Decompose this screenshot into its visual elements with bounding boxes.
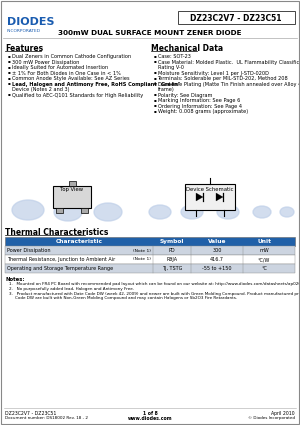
Text: 1.   Mounted on FR4 PC Board with recommended pad layout which can be found on o: 1. Mounted on FR4 PC Board with recommen… bbox=[9, 283, 300, 286]
Text: Terminals: Solderable per MIL-STD-202, Method 208: Terminals: Solderable per MIL-STD-202, M… bbox=[158, 76, 288, 81]
Text: Operating and Storage Temperature Range: Operating and Storage Temperature Range bbox=[7, 266, 113, 271]
Text: Lead Free Plating (Matte Tin Finish annealed over Alloy 42 lead: Lead Free Plating (Matte Tin Finish anne… bbox=[158, 82, 300, 87]
Ellipse shape bbox=[217, 205, 239, 219]
Text: ▪: ▪ bbox=[154, 109, 157, 113]
Text: (Note 1): (Note 1) bbox=[133, 249, 151, 252]
Text: 1 of 8: 1 of 8 bbox=[142, 411, 158, 416]
Text: ▪: ▪ bbox=[8, 54, 11, 58]
Ellipse shape bbox=[94, 203, 122, 221]
Text: -55 to +150: -55 to +150 bbox=[202, 266, 232, 271]
Text: Unit: Unit bbox=[257, 239, 271, 244]
Text: ± 1% For Both Diodes in One Case in < 1%: ± 1% For Both Diodes in One Case in < 1% bbox=[11, 71, 120, 76]
Polygon shape bbox=[216, 193, 223, 201]
Text: © Diodes Incorporated: © Diodes Incorporated bbox=[248, 416, 295, 420]
Text: ▪: ▪ bbox=[8, 60, 11, 63]
Text: ▪: ▪ bbox=[154, 104, 157, 108]
Bar bbox=[53, 186, 91, 208]
Ellipse shape bbox=[280, 207, 294, 217]
Text: 2.   No purposefully added lead, Halogen and Antimony Free.: 2. No purposefully added lead, Halogen a… bbox=[9, 287, 134, 291]
Text: ▪: ▪ bbox=[154, 71, 157, 74]
Ellipse shape bbox=[181, 205, 203, 219]
Text: °C: °C bbox=[261, 266, 267, 271]
Text: DZ23C2V7 - DZ23C51: DZ23C2V7 - DZ23C51 bbox=[190, 14, 282, 23]
Text: Marking Information: See Page 6: Marking Information: See Page 6 bbox=[158, 98, 240, 103]
Ellipse shape bbox=[149, 205, 171, 219]
Ellipse shape bbox=[253, 206, 271, 218]
Text: ▪: ▪ bbox=[154, 76, 157, 80]
Text: Polarity: See Diagram: Polarity: See Diagram bbox=[158, 93, 212, 97]
Ellipse shape bbox=[54, 203, 82, 221]
Text: (Note 1): (Note 1) bbox=[133, 258, 151, 261]
Text: 300 mW Power Dissipation: 300 mW Power Dissipation bbox=[11, 60, 79, 65]
Text: Device (Notes 2 and 3): Device (Notes 2 and 3) bbox=[12, 87, 70, 92]
Text: ▪: ▪ bbox=[154, 98, 157, 102]
Text: www.diodes.com: www.diodes.com bbox=[128, 416, 172, 421]
Text: Document number: DS18002 Rev. 18 - 2: Document number: DS18002 Rev. 18 - 2 bbox=[5, 416, 88, 420]
Text: Power Dissipation: Power Dissipation bbox=[7, 248, 50, 253]
Text: mW: mW bbox=[259, 248, 269, 253]
Text: RθJA: RθJA bbox=[167, 257, 178, 262]
Text: ▪: ▪ bbox=[8, 71, 11, 74]
Text: frame): frame) bbox=[158, 87, 175, 92]
Text: Ordering Information: See Page 4: Ordering Information: See Page 4 bbox=[158, 104, 242, 108]
Text: Symbol: Symbol bbox=[160, 239, 184, 244]
Text: Ideally Suited for Automated Insertion: Ideally Suited for Automated Insertion bbox=[11, 65, 108, 70]
Bar bbox=[5, 255, 295, 264]
Text: ▪: ▪ bbox=[154, 54, 157, 58]
Text: Dual Zeners in Common Cathode Configuration: Dual Zeners in Common Cathode Configurat… bbox=[11, 54, 130, 59]
Text: Mechanical Data: Mechanical Data bbox=[151, 44, 223, 53]
Text: DIODES: DIODES bbox=[7, 17, 55, 27]
Text: Lead, Halogen and Antimony Free, RoHS Compliant "Green": Lead, Halogen and Antimony Free, RoHS Co… bbox=[11, 82, 180, 87]
Text: Value: Value bbox=[208, 239, 226, 244]
Text: ▪: ▪ bbox=[8, 76, 11, 80]
Bar bbox=[185, 184, 235, 210]
Text: Characteristic: Characteristic bbox=[56, 239, 103, 244]
Text: Notes:: Notes: bbox=[5, 277, 25, 282]
Text: ▪: ▪ bbox=[154, 60, 157, 63]
Text: 416.7: 416.7 bbox=[210, 257, 224, 262]
Text: °C/W: °C/W bbox=[258, 257, 270, 262]
Text: 3.   Product manufactured with Date Code DW (week 42, 2009) and newer are built : 3. Product manufactured with Date Code D… bbox=[9, 292, 300, 295]
Text: ▪: ▪ bbox=[154, 93, 157, 96]
Text: Case: SOT-23: Case: SOT-23 bbox=[158, 54, 190, 59]
Text: 300mW DUAL SURFACE MOUNT ZENER DIODE: 300mW DUAL SURFACE MOUNT ZENER DIODE bbox=[58, 30, 242, 36]
Text: Thermal Resistance, Junction to Ambient Air: Thermal Resistance, Junction to Ambient … bbox=[7, 257, 115, 262]
Text: Common Anode Style Available: See AZ Series: Common Anode Style Available: See AZ Ser… bbox=[11, 76, 129, 81]
Text: ▪: ▪ bbox=[8, 93, 11, 96]
Bar bbox=[5, 237, 295, 246]
Text: Thermal Characteristics: Thermal Characteristics bbox=[5, 228, 108, 237]
Text: Weight: 0.008 grams (approximate): Weight: 0.008 grams (approximate) bbox=[158, 109, 248, 114]
Text: Rating V-0: Rating V-0 bbox=[158, 65, 184, 70]
Bar bbox=[5, 246, 295, 255]
Text: Case Material: Molded Plastic.  UL Flammability Classification: Case Material: Molded Plastic. UL Flamma… bbox=[158, 60, 300, 65]
Text: INCORPORATED: INCORPORATED bbox=[7, 29, 41, 33]
Text: Device Schematic: Device Schematic bbox=[186, 187, 234, 192]
Text: Moisture Sensitivity: Level 1 per J-STD-020D: Moisture Sensitivity: Level 1 per J-STD-… bbox=[158, 71, 268, 76]
Text: ▪: ▪ bbox=[8, 82, 11, 85]
Ellipse shape bbox=[12, 200, 44, 220]
Bar bbox=[178, 11, 295, 24]
Text: TJ, TSTG: TJ, TSTG bbox=[162, 266, 182, 271]
Bar bbox=[81, 208, 88, 213]
Polygon shape bbox=[196, 193, 203, 201]
Text: Qualified to AEC-Q101 Standards for High Reliability: Qualified to AEC-Q101 Standards for High… bbox=[11, 93, 143, 97]
Text: ▪: ▪ bbox=[154, 82, 157, 85]
Text: Code DW are built with Non-Green Molding Compound and may contain Halogens or Sb: Code DW are built with Non-Green Molding… bbox=[15, 296, 237, 300]
Text: DZ23C2V7 - DZ23C51: DZ23C2V7 - DZ23C51 bbox=[5, 411, 56, 416]
Text: ▪: ▪ bbox=[8, 65, 11, 69]
Bar bbox=[5, 264, 295, 273]
Text: Top View: Top View bbox=[61, 187, 83, 192]
Text: Features: Features bbox=[5, 44, 43, 53]
Bar bbox=[56, 208, 63, 213]
Text: 300: 300 bbox=[212, 248, 222, 253]
Bar bbox=[68, 181, 76, 186]
Text: April 2010: April 2010 bbox=[272, 411, 295, 416]
Text: PD: PD bbox=[169, 248, 175, 253]
